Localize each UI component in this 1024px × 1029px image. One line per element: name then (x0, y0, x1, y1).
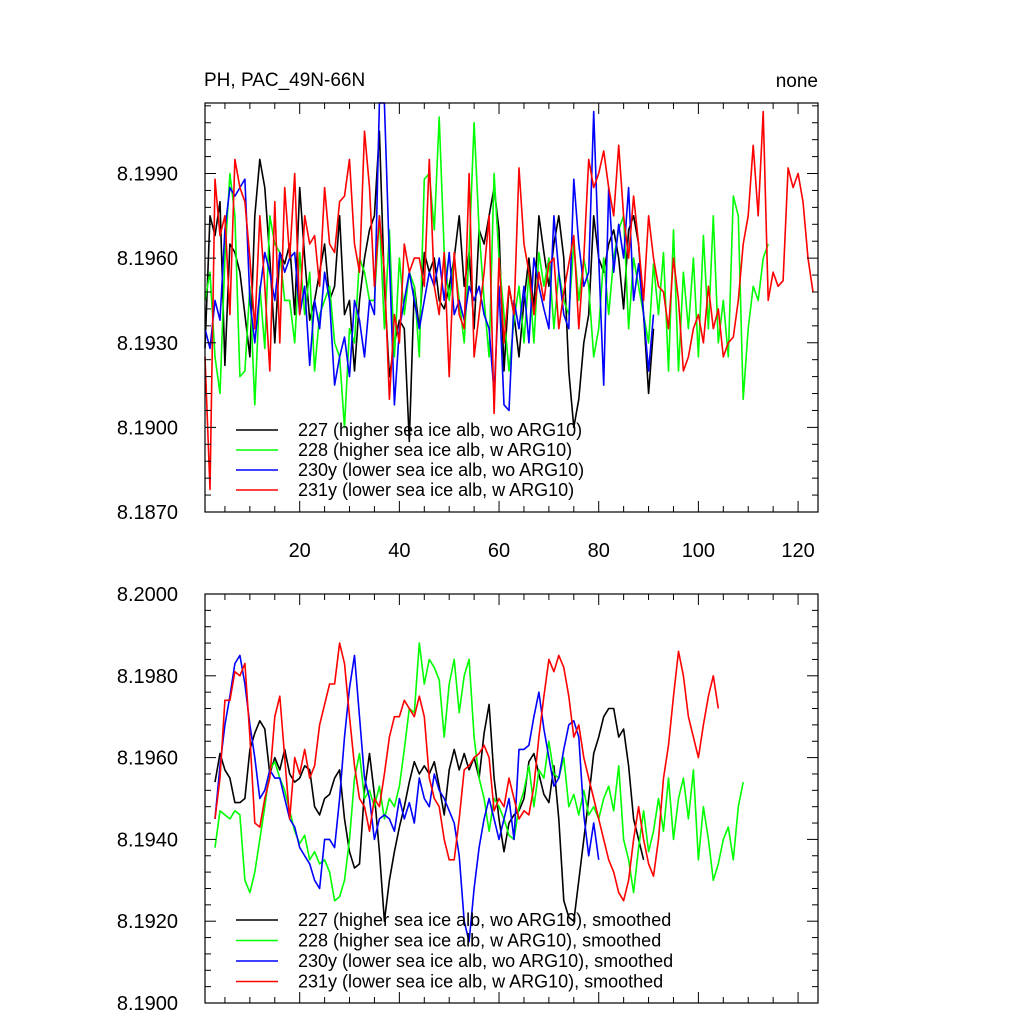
y-tick-label: 8.1930 (117, 333, 178, 355)
legend-label: 227 (higher sea ice alb, wo ARG10), smoo… (298, 910, 671, 930)
legend-label: 228 (higher sea ice alb, w ARG10), smoot… (298, 931, 661, 951)
chart-title-right: none (776, 71, 818, 92)
y-tick-label: 8.1870 (117, 502, 178, 524)
legend-label: 230y (lower sea ice alb, wo ARG10) (298, 460, 584, 480)
y-tick-label: 8.1900 (117, 417, 178, 439)
y-tick-label: 8.1960 (117, 748, 178, 770)
series-line-0-1 (204, 116, 769, 429)
series-line-0-3 (204, 110, 814, 491)
plot-frame (204, 102, 819, 513)
chart-title: PH, PAC_49N-66N (204, 70, 365, 91)
series-line-1-2 (214, 654, 600, 943)
x-tick-label: 20 (289, 540, 311, 562)
legend-label: 231y (lower sea ice alb, w ARG10), smoot… (298, 972, 663, 992)
x-tick-label: 60 (488, 540, 510, 562)
bottom-panel: 8.1900 8.1920 8.1940 8.1960 8.1980 8.2000 227 … (117, 584, 819, 1015)
x-tick-label: 120 (781, 540, 814, 562)
plot-frame (204, 593, 819, 1004)
top-panel: 20 40 60 80 100 120 8.1870 8.1900 8.1930 8.1960 8.… (117, 102, 819, 562)
y-tick-label: 8.1920 (117, 911, 178, 933)
y-tick-label: 8.1900 (117, 993, 178, 1015)
y-tick-label: 8.1940 (117, 829, 178, 851)
legend-label: 228 (higher sea ice alb, w ARG10) (298, 440, 572, 460)
series-line-1-1 (214, 642, 744, 902)
series-line-0-2 (204, 102, 655, 412)
y-tick-label: 8.1960 (117, 248, 178, 270)
x-tick-label: 100 (682, 540, 715, 562)
series-line-1-3 (214, 642, 720, 902)
y-tick-label: 8.1990 (117, 164, 178, 186)
x-tick-label: 40 (388, 540, 410, 562)
legend-label: 230y (lower sea ice alb, wo ARG10), smoo… (298, 951, 673, 971)
x-tick-label: 80 (588, 540, 610, 562)
y-tick-label: 8.2000 (117, 584, 178, 606)
legend-label: 227 (higher sea ice alb, wo ARG10) (298, 420, 582, 440)
legend-label: 231y (lower sea ice alb, w ARG10) (298, 480, 574, 500)
y-tick-label: 8.1980 (117, 666, 178, 688)
